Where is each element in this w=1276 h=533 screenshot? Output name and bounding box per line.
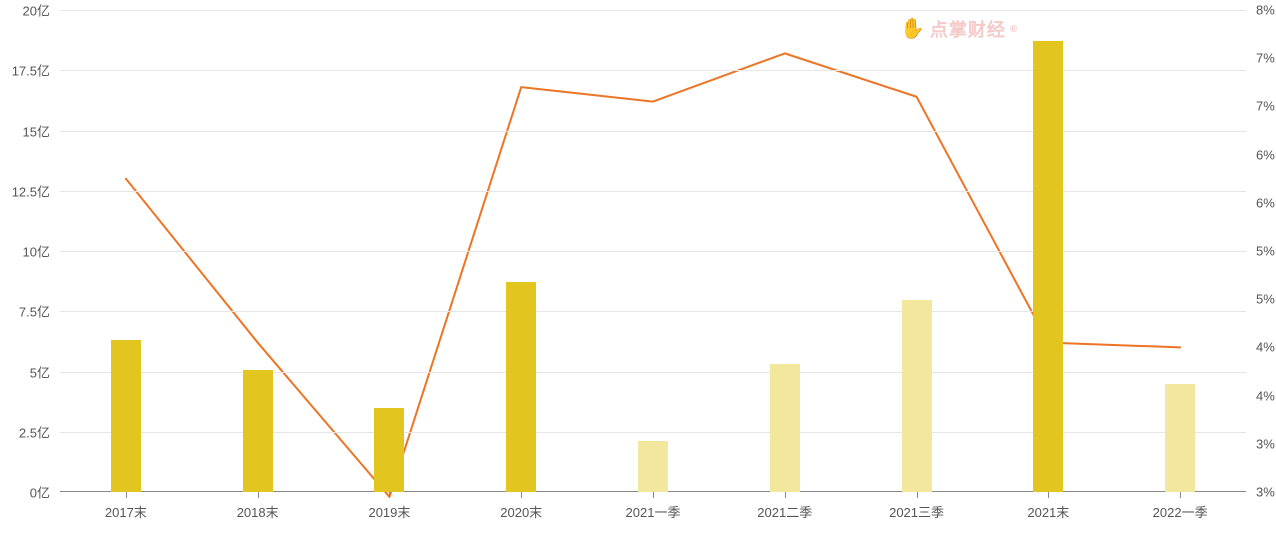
y-right-tick-label: 3% [1246, 485, 1275, 500]
y-left-tick-label: 5亿 [30, 362, 60, 381]
watermark-text: 点掌财经 [930, 16, 1006, 42]
gridline [60, 10, 1246, 11]
x-tick [389, 492, 390, 498]
combo-chart: ✋ 点掌财经 ® 0亿 2.5亿 5亿 7.5亿 10亿 12.5亿 15亿 17.5亿 20亿… [0, 0, 1276, 533]
x-tick-label: 2018末 [237, 502, 279, 521]
y-right-tick-label: 4% [1246, 388, 1275, 403]
y-left-tick-label: 20亿 [23, 1, 60, 20]
y-left-tick-label: 12.5亿 [12, 181, 60, 200]
x-tick-label: 2021三季 [889, 502, 944, 521]
x-tick [258, 492, 259, 498]
x-tick-label: 2021二季 [757, 502, 812, 521]
bar [902, 300, 932, 492]
line-path [126, 53, 1180, 496]
watermark-registered-icon: ® [1010, 24, 1018, 35]
gridline [60, 191, 1246, 192]
bar [1165, 384, 1195, 492]
plot-area [60, 10, 1246, 492]
y-left-tick-label: 17.5亿 [12, 61, 60, 80]
y-right-tick-label: 5% [1246, 244, 1275, 259]
y-right-tick-label: 8% [1246, 3, 1275, 18]
gridline [60, 432, 1246, 433]
x-tick [1180, 492, 1181, 498]
bar [770, 364, 800, 492]
gridline [60, 70, 1246, 71]
y-right-tick-label: 7% [1246, 99, 1275, 114]
y-left-tick-label: 2.5亿 [19, 422, 60, 441]
y-right-tick-label: 5% [1246, 292, 1275, 307]
gridline [60, 251, 1246, 252]
y-right-tick-label: 7% [1246, 51, 1275, 66]
gridline [60, 311, 1246, 312]
y-left-tick-label: 10亿 [23, 242, 60, 261]
x-tick [653, 492, 654, 498]
y-left-tick-label: 15亿 [23, 121, 60, 140]
x-tick-label: 2021一季 [626, 502, 681, 521]
x-tick-label: 2017末 [105, 502, 147, 521]
y-right-tick-label: 6% [1246, 147, 1275, 162]
gridline [60, 131, 1246, 132]
y-right-tick-label: 6% [1246, 195, 1275, 210]
gridline [60, 372, 1246, 373]
y-left-tick-label: 7.5亿 [19, 302, 60, 321]
bar [638, 441, 668, 492]
y-right-tick-label: 3% [1246, 436, 1275, 451]
x-tick-label: 2022一季 [1153, 502, 1208, 521]
x-tick-label: 2019末 [368, 502, 410, 521]
x-tick-label: 2020末 [500, 502, 542, 521]
x-tick-label: 2021末 [1027, 502, 1069, 521]
x-tick [1048, 492, 1049, 498]
x-tick [126, 492, 127, 498]
y-left-tick-label: 0亿 [30, 483, 60, 502]
bar [243, 370, 273, 492]
x-tick [521, 492, 522, 498]
y-right-tick-label: 4% [1246, 340, 1275, 355]
bar [111, 340, 141, 492]
x-tick [785, 492, 786, 498]
watermark: ✋ 点掌财经 ® [900, 16, 1018, 42]
watermark-hand-icon: ✋ [900, 19, 926, 39]
bar [374, 408, 404, 492]
bar [1033, 41, 1063, 492]
bar [506, 282, 536, 492]
x-tick [917, 492, 918, 498]
